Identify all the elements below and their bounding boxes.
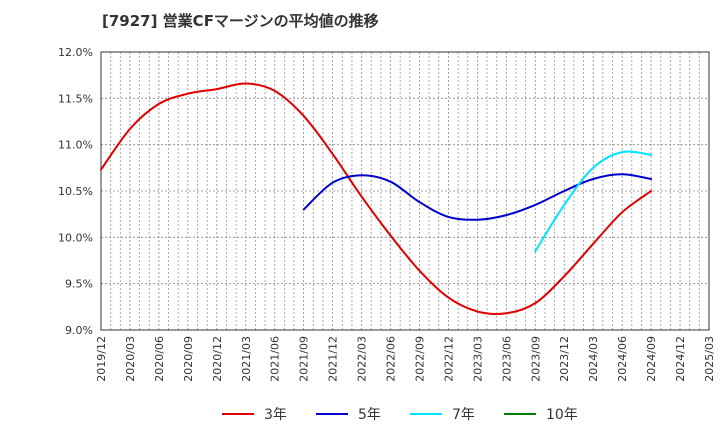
x-tick-label: 2023/03 [471, 336, 484, 382]
x-tick-label: 2021/12 [327, 336, 340, 382]
legend: 3年 5年 7年 10年 [222, 407, 578, 423]
x-tick-label: 2021/06 [269, 336, 282, 382]
x-tick-label: 2023/09 [529, 336, 542, 382]
legend-label: 10年 [546, 407, 578, 423]
x-tick-label: 2022/12 [442, 336, 455, 382]
legend-label: 7年 [452, 407, 475, 423]
x-tick-label: 2022/06 [385, 336, 398, 382]
x-tick-label: 2020/09 [182, 336, 195, 382]
y-tick-label: 10.0% [58, 231, 93, 244]
y-tick-label: 11.5% [58, 92, 93, 105]
x-tick-label: 2024/09 [645, 336, 658, 382]
legend-label: 5年 [358, 407, 381, 423]
x-tick-label: 2022/03 [356, 336, 369, 382]
series-line-3 [534, 150, 653, 253]
series-lines [100, 82, 653, 316]
x-axis-ticks: 2019/12 2020/03 2020/06 2020/09 2020/12 2021/… [95, 336, 716, 382]
x-tick-label: 2020/12 [211, 336, 224, 382]
x-tick-label: 2024/06 [616, 336, 629, 382]
x-tick-label: 2024/03 [587, 336, 600, 382]
y-tick-label: 11.0% [58, 139, 93, 152]
x-tick-label: 2024/12 [674, 336, 687, 382]
x-tick-label: 2023/06 [500, 336, 513, 382]
plot-border [100, 51, 710, 331]
y-tick-label: 12.0% [58, 46, 93, 59]
chart-title: [7927] 営業CFマージンの平均値の推移 [102, 12, 379, 30]
y-tick-label: 9.0% [65, 324, 93, 337]
legend-label: 3年 [264, 407, 287, 423]
y-axis-ticks: 9.0% 9.5% 10.0% 10.5% 11.0% 11.5% 12.0% [58, 46, 93, 337]
series-line-2 [302, 173, 653, 221]
x-tick-label: 2020/06 [153, 336, 166, 382]
x-tick-label: 2023/12 [558, 336, 571, 382]
x-tick-label: 2021/09 [298, 336, 311, 382]
y-tick-label: 10.5% [58, 185, 93, 198]
x-tick-label: 2022/09 [413, 336, 426, 382]
x-tick-label: 2019/12 [95, 336, 108, 382]
x-tick-label: 2021/03 [240, 336, 253, 382]
y-tick-label: 9.5% [65, 278, 93, 291]
x-tick-label: 2020/03 [124, 336, 137, 382]
x-tick-label: 2025/03 [703, 336, 716, 382]
series-line-1 [100, 82, 653, 316]
